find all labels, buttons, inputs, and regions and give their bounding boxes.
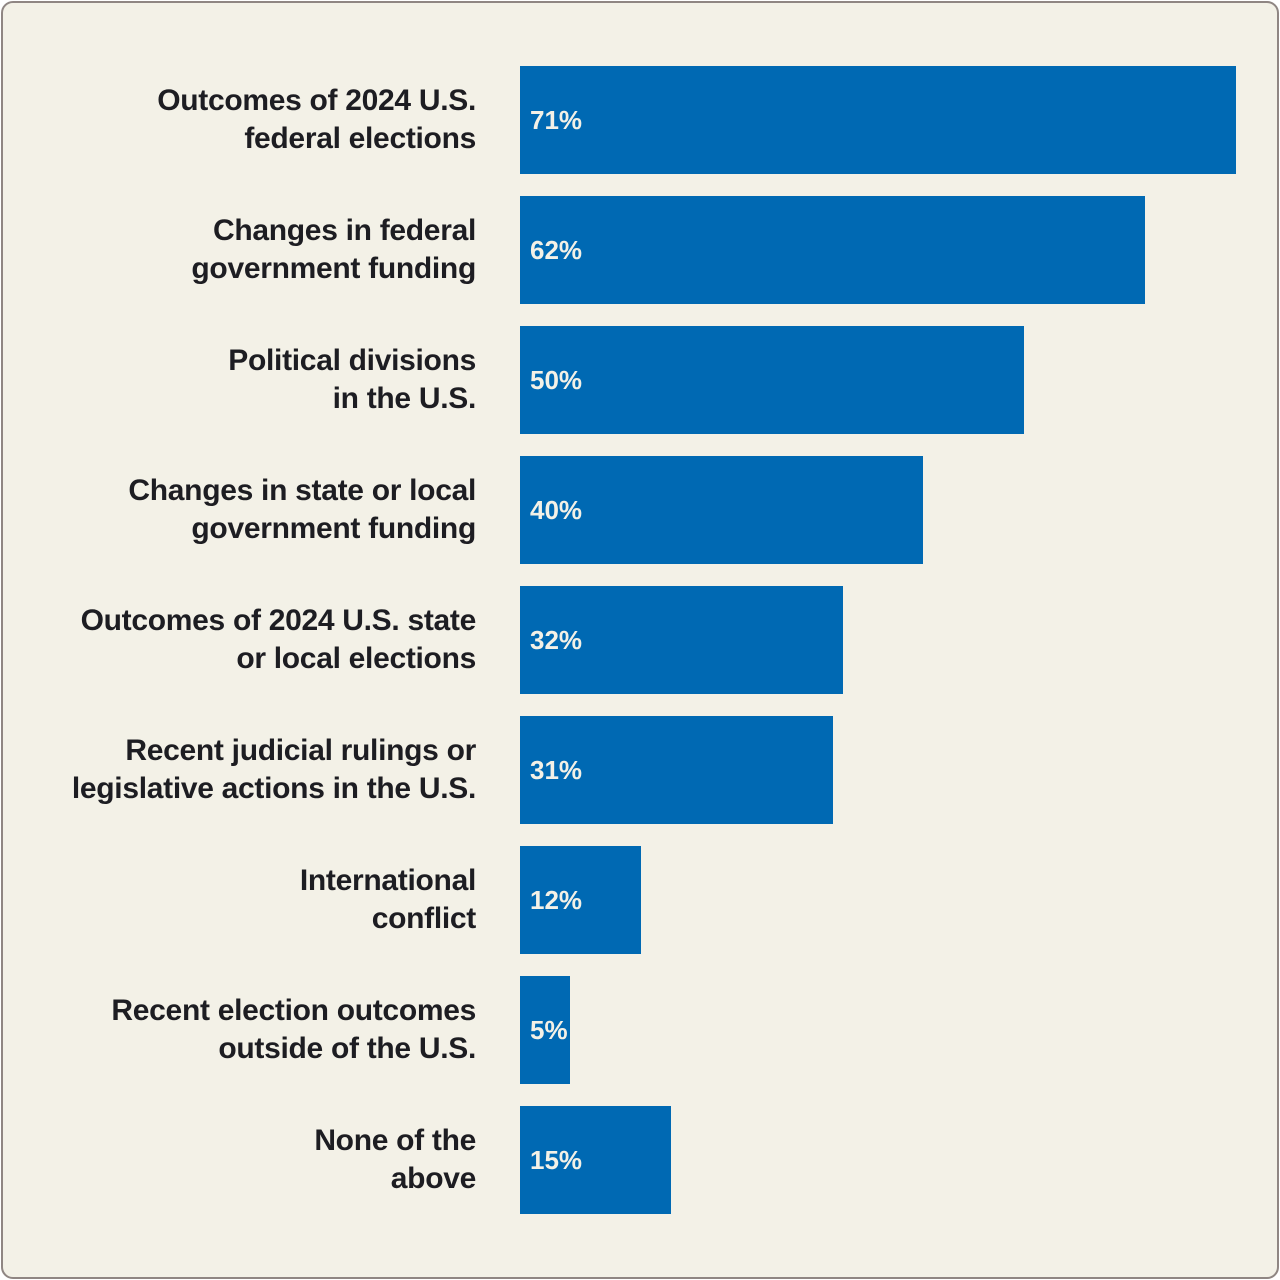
bar bbox=[520, 716, 833, 824]
category-label-line: or local elections bbox=[236, 642, 476, 675]
category-label-line: Recent judicial rulings or bbox=[125, 734, 476, 767]
data-label: 62% bbox=[530, 235, 583, 265]
category-label-line: Outcomes of 2024 U.S. state bbox=[80, 604, 477, 637]
data-label: 50% bbox=[530, 365, 583, 395]
data-label: 12% bbox=[530, 885, 583, 915]
category-label-line: Recent election outcomes bbox=[111, 994, 476, 1027]
category-label: International conflict bbox=[6, 846, 476, 954]
bar bbox=[520, 846, 641, 954]
category-label-line: federal elections bbox=[244, 122, 476, 155]
bar bbox=[520, 196, 1145, 304]
category-label: None of the above bbox=[6, 1106, 476, 1214]
category-label-line: in the U.S. bbox=[332, 382, 477, 415]
data-label: 40% bbox=[530, 495, 583, 525]
bar bbox=[520, 586, 843, 694]
bar bbox=[520, 456, 923, 564]
bar-row: Recent election outcomes outside of the U… bbox=[0, 976, 1280, 1084]
bar-row: International conflict 12% bbox=[0, 846, 1280, 954]
bar-row: Political divisions in the U.S. 50% bbox=[0, 326, 1280, 434]
bar-row: Changes in state or local government fund… bbox=[0, 456, 1280, 564]
category-label-line: Outcomes of 2024 U.S. bbox=[157, 84, 476, 117]
bar bbox=[520, 66, 1236, 174]
category-label-line: outside of the U.S. bbox=[218, 1032, 476, 1065]
data-label: 31% bbox=[530, 755, 583, 785]
data-label: 15% bbox=[530, 1145, 583, 1175]
category-label: Recent election outcomes outside of the U… bbox=[6, 976, 476, 1084]
category-label-line: Changes in federal bbox=[212, 214, 476, 247]
bar-row: Recent judicial rulings or legislative ac… bbox=[0, 716, 1280, 824]
category-label-line: Changes in state or local bbox=[128, 474, 476, 507]
bar-row: Outcomes of 2024 U.S. federal elections 71… bbox=[0, 66, 1280, 174]
category-label-line: Political divisions bbox=[228, 344, 476, 377]
category-label: Outcomes of 2024 U.S. state or local elec… bbox=[6, 586, 477, 694]
category-label-line: legislative actions in the U.S. bbox=[71, 772, 476, 805]
bar-row: None of the above 15% bbox=[0, 1106, 1280, 1214]
category-label: Recent judicial rulings or legislative ac… bbox=[6, 716, 476, 824]
data-label: 71% bbox=[530, 105, 583, 135]
category-label: Changes in federal government funding bbox=[6, 196, 476, 304]
category-label: Changes in state or local government fund… bbox=[6, 456, 476, 564]
category-label-line: conflict bbox=[371, 902, 477, 935]
category-label-line: government funding bbox=[191, 512, 476, 545]
data-label: 5% bbox=[530, 1015, 568, 1045]
category-label-line: above bbox=[390, 1162, 477, 1195]
bar bbox=[520, 976, 570, 1084]
category-label-line: International bbox=[299, 864, 476, 897]
bar bbox=[520, 1106, 671, 1214]
category-label-line: None of the bbox=[314, 1124, 476, 1157]
category-label-line: government funding bbox=[191, 252, 476, 285]
data-label: 32% bbox=[530, 625, 583, 655]
bar-row: Changes in federal government funding 62% bbox=[0, 196, 1280, 304]
bar bbox=[520, 326, 1024, 434]
category-label: Outcomes of 2024 U.S. federal elections bbox=[6, 66, 476, 174]
bar-row: Outcomes of 2024 U.S. state or local elec… bbox=[0, 586, 1280, 694]
category-label: Political divisions in the U.S. bbox=[6, 326, 476, 434]
